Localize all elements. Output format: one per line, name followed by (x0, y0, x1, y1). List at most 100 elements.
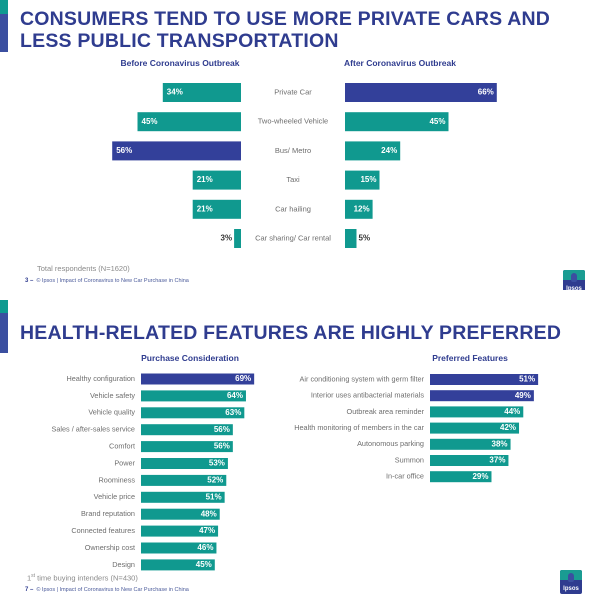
category-label: Two-wheeled Vehicle (258, 117, 328, 126)
preferred-category-label: Air conditioning system with germ filter (300, 374, 425, 383)
before-bar (162, 83, 241, 102)
source-text: © Ipsos | Impact of Coronavirus to New C… (36, 278, 189, 284)
before-bar (192, 170, 241, 190)
before-bar (234, 229, 241, 248)
before-bar (137, 112, 241, 132)
after-bar (345, 112, 449, 132)
category-label: Car sharing/ Car rental (255, 233, 331, 242)
after-bar (345, 170, 380, 190)
preferred-bar (430, 471, 492, 483)
preferred-bar (430, 406, 524, 418)
preferred-bar (430, 455, 509, 466)
purchase-category-label: Sales / after-sales service (51, 425, 135, 434)
preferred-value-label: 51% (519, 375, 535, 384)
preferred-category-label: Health monitoring of members in the car (294, 423, 424, 432)
after-bar (345, 229, 357, 248)
page-number: 7 – (25, 587, 34, 593)
preferred-bar (430, 438, 511, 450)
purchase-value-label: 69% (235, 374, 251, 383)
purchase-bar (141, 491, 225, 503)
purchase-category-label: Design (112, 560, 135, 569)
purchase-value-label: 51% (206, 492, 222, 501)
purchase-value-label: 56% (214, 425, 230, 434)
source-line: 7 – © Ipsos | Impact of Coronavirus to Ne… (25, 587, 189, 593)
category-label: Private Car (274, 87, 312, 96)
preferred-category-label: Summon (395, 455, 424, 464)
preferred-bar (430, 422, 520, 434)
before-bar (112, 141, 241, 161)
purchase-category-label: Brand reputation (81, 509, 135, 518)
page-number: 3 – (25, 278, 34, 284)
category-label: Bus/ Metro (275, 146, 311, 155)
title-line-1: CONSUMERS TEND TO USE MORE PRIVATE CARS … (20, 8, 551, 30)
preferred-value-label: 42% (500, 423, 516, 432)
purchase-category-label: Power (114, 458, 135, 467)
footnote: 1st time buying intenders (N=430) (27, 573, 138, 583)
preferred-value-label: 29% (472, 472, 488, 481)
purchase-value-label: 52% (207, 476, 223, 485)
before-heading: Before Coronavirus Outbreak (120, 58, 240, 68)
accent-bar-teal (0, 300, 8, 313)
purchase-bar (141, 390, 246, 402)
purchase-value-label: 47% (199, 526, 215, 535)
purchase-category-label: Vehicle price (94, 492, 135, 501)
before-bar (192, 199, 241, 219)
before-value-label: 21% (197, 175, 213, 184)
accent-bar-navy (0, 313, 8, 353)
logo-text: Ipsos (566, 286, 582, 292)
accent-bar-teal (0, 0, 8, 14)
preferred-features-heading: Preferred Features (432, 353, 508, 363)
source-text: © Ipsos | Impact of Coronavirus to New C… (36, 587, 189, 593)
purchase-bar (141, 474, 227, 486)
after-value-label: 5% (359, 234, 371, 243)
preferred-category-label: Outbreak area reminder (347, 407, 425, 416)
after-value-label: 24% (381, 146, 397, 155)
slide-title: HEALTH-RELATED FEATURES ARE HIGHLY PREFE… (20, 322, 562, 344)
slide-title: CONSUMERS TEND TO USE MORE PRIVATE CARS … (20, 8, 550, 52)
purchase-value-label: 48% (201, 509, 217, 518)
purchase-bar (141, 407, 245, 419)
purchase-value-label: 56% (214, 442, 230, 451)
after-heading: After Coronavirus Outbreak (344, 58, 456, 68)
ipsos-logo: Ipsos (560, 570, 582, 594)
category-label: Taxi (286, 175, 300, 184)
purchase-bar (141, 458, 228, 469)
preferred-value-label: 44% (504, 407, 520, 416)
purchase-value-label: 63% (225, 408, 241, 417)
title-line-2: LESS PUBLIC TRANSPORTATION (20, 30, 339, 52)
before-value-label: 56% (116, 146, 132, 155)
before-value-label: 45% (142, 117, 158, 126)
purchase-category-label: Healthy configuration (66, 374, 135, 383)
category-label: Car hailing (275, 204, 311, 213)
preferred-value-label: 49% (515, 391, 531, 400)
preferred-value-label: 38% (492, 439, 508, 448)
slide-transport-usage: CONSUMERS TEND TO USE MORE PRIVATE CARS … (0, 0, 600, 294)
purchase-category-label: Comfort (109, 442, 135, 451)
purchase-category-label: Connected features (71, 526, 135, 535)
purchase-category-label: Roominess (99, 475, 136, 484)
after-value-label: 45% (429, 117, 445, 126)
after-bar (345, 83, 497, 102)
after-value-label: 66% (478, 88, 494, 97)
purchase-bar (141, 508, 220, 520)
purchase-category-label: Ownership cost (85, 543, 135, 552)
purchase-bar (141, 441, 233, 453)
slide-health-features: HEALTH-RELATED FEATURES ARE HIGHLY PREFE… (0, 290, 600, 600)
purchase-value-label: 45% (196, 560, 212, 569)
after-value-label: 15% (360, 175, 376, 184)
purchase-category-label: Vehicle safety (90, 391, 135, 400)
before-value-label: 21% (197, 204, 213, 213)
purchase-bar (141, 559, 215, 571)
before-value-label: 34% (167, 88, 183, 97)
logo-text: Ipsos (563, 586, 579, 592)
preferred-bar (430, 374, 539, 385)
preferred-category-label: Autonomous parking (357, 439, 424, 448)
after-bar (345, 141, 401, 161)
purchase-bar (141, 424, 233, 436)
preferred-bar (430, 390, 534, 402)
purchase-bar (141, 525, 219, 537)
butterfly-chart: 34% Private Car 66% 45% Two-wheeled Vehicle 4… (112, 83, 497, 248)
preferred-value-label: 37% (489, 456, 505, 465)
purchase-category-label: Vehicle quality (88, 408, 135, 417)
purchase-value-label: 46% (197, 543, 213, 552)
